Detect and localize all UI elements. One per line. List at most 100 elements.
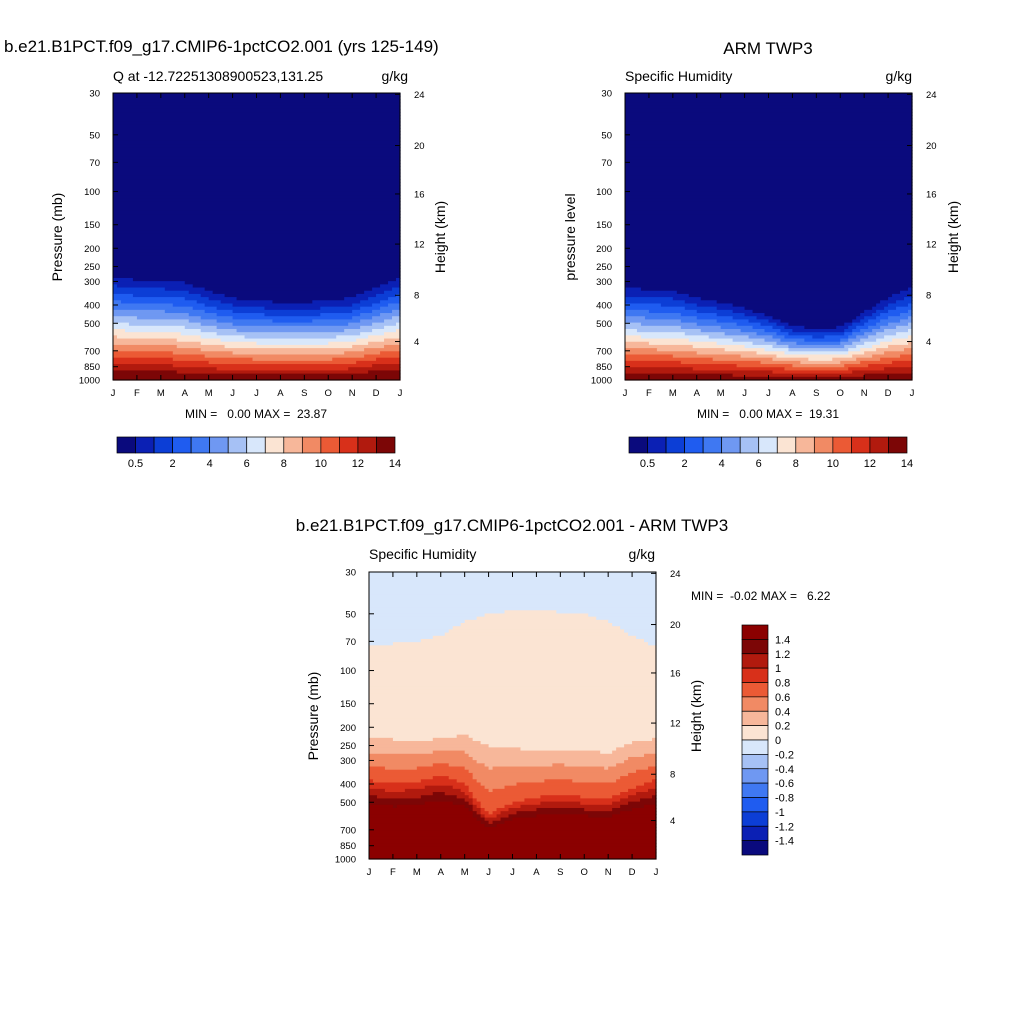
contour-cell — [520, 804, 621, 809]
contour-cell — [500, 811, 518, 815]
contour-cell — [476, 779, 545, 784]
contour-cell — [880, 341, 909, 346]
contour-cell — [625, 335, 642, 340]
contour-cell — [456, 795, 470, 800]
contour-cell — [312, 319, 361, 324]
contour-cell — [625, 195, 913, 199]
contour-cell — [764, 313, 861, 317]
contour-cell — [200, 322, 234, 327]
contour-cell — [652, 779, 657, 784]
contour-cell — [116, 335, 202, 340]
contour-cell — [369, 670, 657, 675]
contour-cell — [696, 303, 734, 308]
contour-cell — [620, 798, 641, 803]
x-tick-label: J — [486, 867, 491, 878]
contour-cell — [644, 804, 657, 809]
contour-cell — [644, 753, 657, 758]
contour-cell — [332, 357, 377, 362]
contour-cell — [369, 792, 434, 796]
contour-cell — [625, 137, 913, 142]
contour-cell — [852, 354, 873, 359]
contour-cell — [452, 785, 470, 790]
x-tick-label: J — [910, 388, 915, 399]
contour-cell — [369, 623, 462, 627]
contour-cell — [512, 801, 541, 806]
contour-cell — [369, 619, 466, 624]
contour-cell — [632, 741, 657, 745]
contour-cell — [216, 319, 274, 324]
contour-cell — [372, 322, 397, 327]
contour-cell — [128, 322, 202, 327]
contour-cell — [484, 823, 498, 828]
contour-cell — [113, 230, 401, 234]
contour-cell — [113, 118, 401, 123]
contour-cell — [636, 769, 657, 774]
colorbar-swatch — [628, 436, 648, 454]
colorbar-label: 8 — [793, 458, 799, 470]
contour-cell — [708, 335, 750, 340]
y-tick-label: 250 — [596, 262, 612, 273]
contour-cell — [369, 804, 394, 809]
contour-cell — [524, 798, 621, 803]
contour-cell — [369, 817, 478, 822]
contour-cell — [864, 322, 877, 327]
contour-cell — [764, 328, 782, 333]
y-tick-right-label: 8 — [926, 291, 931, 302]
contour-cell — [884, 335, 909, 340]
contour-cell — [876, 303, 889, 308]
colorbar-swatch — [339, 436, 359, 454]
colorbar-label: 0.6 — [775, 692, 790, 704]
colorbar-label: 12 — [864, 458, 876, 470]
contour-cell — [484, 817, 502, 822]
y-tick-label: 100 — [84, 187, 100, 198]
contour-cell — [625, 287, 642, 292]
contour-cell — [896, 306, 913, 311]
colorbar-swatch — [320, 436, 340, 454]
contour-cell — [164, 309, 206, 314]
contour-cell — [504, 610, 557, 615]
contour-cell — [868, 319, 881, 324]
contour-cell — [476, 811, 482, 815]
contour-cell — [856, 325, 869, 330]
contour-cell — [580, 795, 613, 800]
contour-cell — [464, 619, 609, 624]
y-tick-label: 50 — [89, 130, 100, 141]
contour-cell — [369, 712, 657, 717]
contour-cell — [672, 297, 702, 301]
contour-cell — [692, 367, 786, 372]
contour-cell — [612, 750, 657, 755]
contour-cell — [472, 776, 621, 780]
y-tick-label: 150 — [596, 220, 612, 231]
contour-cell — [113, 115, 401, 120]
contour-cell — [176, 370, 369, 375]
contour-cell — [884, 306, 897, 311]
contour-cell — [844, 328, 853, 333]
contour-cell — [876, 348, 905, 352]
contour-cell — [360, 313, 381, 317]
contour-cell — [480, 741, 633, 745]
contour-cell — [480, 807, 486, 812]
contour-cell — [484, 807, 498, 812]
contour-cell — [432, 792, 446, 796]
contour-cell — [625, 150, 913, 155]
contour-cell — [625, 271, 913, 276]
contour-cell — [680, 313, 718, 317]
y-tick-label: 1000 — [591, 376, 612, 387]
contour-cell — [625, 140, 913, 145]
contour-cell — [872, 354, 901, 359]
x-tick-label: J — [654, 867, 659, 878]
colorbar-swatch — [739, 436, 760, 454]
contour-cell — [625, 99, 913, 104]
contour-cell — [124, 328, 202, 333]
contour-cell — [844, 332, 853, 336]
contour-cell — [352, 309, 373, 314]
contour-cell — [464, 766, 490, 771]
contour-cell — [872, 306, 885, 311]
contour-cell — [625, 102, 913, 107]
contour-cell — [328, 341, 369, 346]
contour-cell — [625, 204, 913, 209]
contour-cell — [380, 306, 401, 311]
contour-cell — [369, 788, 386, 793]
contour-cell — [113, 344, 178, 349]
contour-cell — [369, 820, 482, 825]
